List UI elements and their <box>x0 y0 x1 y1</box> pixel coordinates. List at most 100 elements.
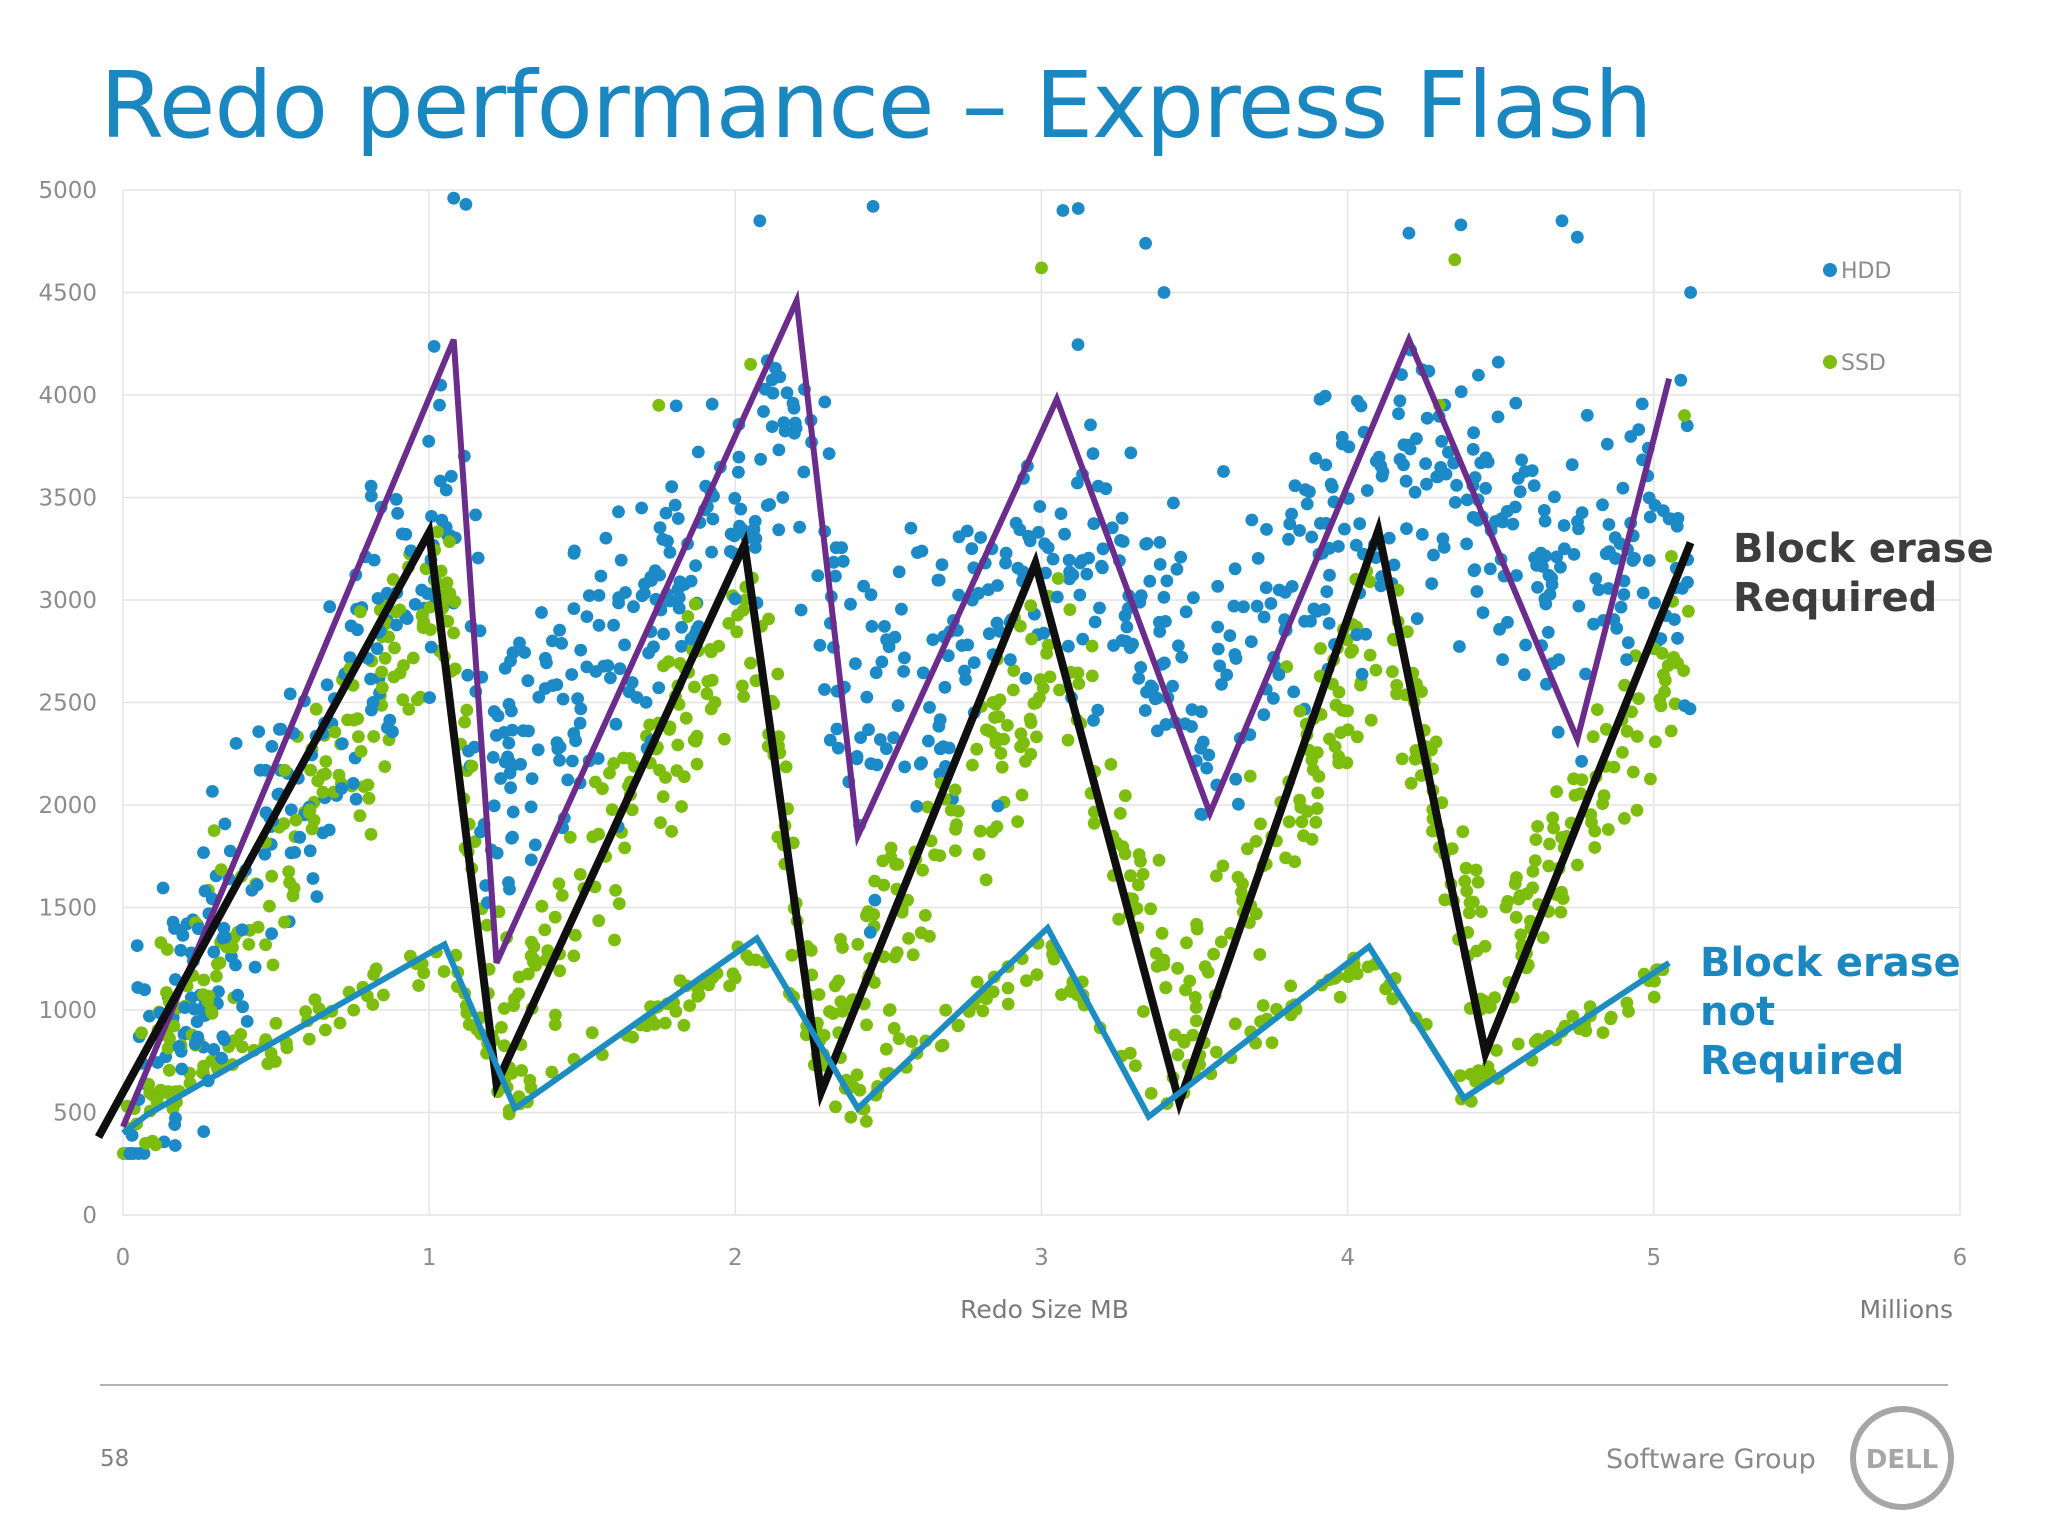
data-point-hdd <box>1267 692 1280 705</box>
data-point-ssd <box>458 715 471 729</box>
data-point-ssd <box>1087 816 1101 830</box>
data-point-ssd <box>251 920 265 934</box>
data-point-hdd <box>284 803 298 817</box>
data-point-hdd <box>1318 389 1332 403</box>
data-point-ssd <box>918 909 932 922</box>
data-point-ssd <box>508 992 521 1006</box>
data-point-ssd <box>1152 853 1166 867</box>
dell-logo: DELL <box>1850 1406 1954 1510</box>
legend-marker-ssd <box>1823 355 1837 369</box>
data-point-hdd <box>1229 772 1243 786</box>
data-point-hdd <box>389 492 403 506</box>
data-point-ssd <box>1630 730 1644 743</box>
trend-line-blue_line <box>121 923 1671 1136</box>
data-point-hdd <box>1307 602 1321 616</box>
data-point-ssd <box>906 948 920 962</box>
data-point-hdd <box>1105 521 1119 535</box>
data-point-hdd <box>822 447 836 460</box>
data-point-hdd <box>497 726 511 739</box>
data-point-hdd <box>229 958 242 972</box>
data-point-hdd <box>178 1001 192 1014</box>
data-point-hdd <box>734 502 748 516</box>
data-point-hdd <box>1350 628 1364 642</box>
data-point-ssd <box>1596 797 1609 810</box>
data-point-ssd <box>1546 811 1560 825</box>
data-point-hdd <box>444 469 458 483</box>
data-point-ssd <box>1180 936 1193 950</box>
data-point-ssd <box>1190 922 1204 936</box>
data-point-ssd <box>989 736 1003 750</box>
data-point-hdd <box>869 666 883 680</box>
data-point-hdd <box>1434 461 1448 474</box>
data-point-hdd <box>191 922 205 936</box>
data-point-hdd <box>1496 653 1509 666</box>
data-point-hdd <box>1037 626 1051 640</box>
data-point-hdd <box>938 680 952 694</box>
data-point-ssd <box>1210 1045 1223 1059</box>
data-point-ssd <box>440 576 454 590</box>
data-point-ssd <box>623 752 636 765</box>
data-point-hdd <box>1283 517 1297 531</box>
data-point-ssd <box>1216 859 1230 873</box>
data-point-ssd <box>242 938 256 951</box>
data-point-hdd <box>958 664 971 678</box>
data-point-hdd <box>1587 617 1600 631</box>
data-point-ssd <box>586 830 600 844</box>
data-point-hdd <box>1614 600 1628 614</box>
data-point-hdd <box>1472 368 1485 382</box>
data-point-hdd <box>1118 609 1132 623</box>
data-point-ssd <box>412 979 425 992</box>
data-point-hdd <box>491 709 505 723</box>
data-point-ssd <box>1472 1064 1485 1078</box>
data-point-hdd <box>1491 410 1505 424</box>
data-point-hdd <box>1600 437 1614 451</box>
data-point-hdd <box>1609 552 1622 565</box>
data-point-hdd <box>1058 527 1071 541</box>
data-point-ssd <box>347 1003 361 1017</box>
data-point-hdd <box>1323 568 1336 582</box>
data-point-ssd <box>1055 988 1068 1001</box>
data-point-hdd <box>1608 531 1622 545</box>
data-point-ssd <box>1664 724 1678 738</box>
data-point-hdd <box>1680 419 1694 433</box>
y-tick-label: 5000 <box>38 178 97 204</box>
data-point-ssd <box>352 730 365 744</box>
data-point-ssd <box>1085 639 1099 653</box>
data-point-hdd <box>1282 532 1295 546</box>
y-tick-label: 2000 <box>38 793 97 819</box>
data-point-hdd <box>1032 525 1045 539</box>
data-point-ssd <box>681 610 695 623</box>
data-point-hdd <box>176 929 190 942</box>
data-point-ssd <box>1314 642 1327 655</box>
data-point-ssd <box>1129 1059 1142 1073</box>
data-point-hdd <box>913 757 927 771</box>
data-point-ssd <box>448 595 462 608</box>
data-point-hdd <box>1138 704 1152 717</box>
data-point-ssd <box>1053 683 1066 697</box>
data-point-hdd <box>1621 636 1635 650</box>
data-point-hdd <box>1300 497 1314 511</box>
data-point-ssd <box>364 827 378 841</box>
data-point-ssd <box>1001 719 1014 732</box>
y-tick-label: 0 <box>82 1203 97 1229</box>
data-point-ssd <box>1241 842 1254 856</box>
data-point-ssd <box>1214 935 1228 949</box>
data-point-ssd <box>882 1004 896 1017</box>
data-point-hdd <box>618 638 631 652</box>
data-point-hdd <box>1506 517 1520 531</box>
data-point-ssd <box>1332 685 1346 699</box>
data-point-hdd <box>531 743 545 757</box>
data-point-hdd <box>320 678 334 692</box>
data-point-hdd <box>793 520 806 534</box>
data-point-ssd <box>703 643 717 656</box>
data-point-hdd <box>191 1030 205 1044</box>
data-point-ssd <box>1132 848 1146 861</box>
data-point-hdd <box>732 465 745 479</box>
data-point-ssd <box>1183 974 1197 988</box>
data-point-hdd <box>772 523 786 537</box>
data-point-ssd <box>1649 735 1662 749</box>
data-point-ssd <box>162 1063 176 1077</box>
data-point-ssd <box>1063 603 1077 616</box>
data-point-hdd <box>854 731 867 744</box>
